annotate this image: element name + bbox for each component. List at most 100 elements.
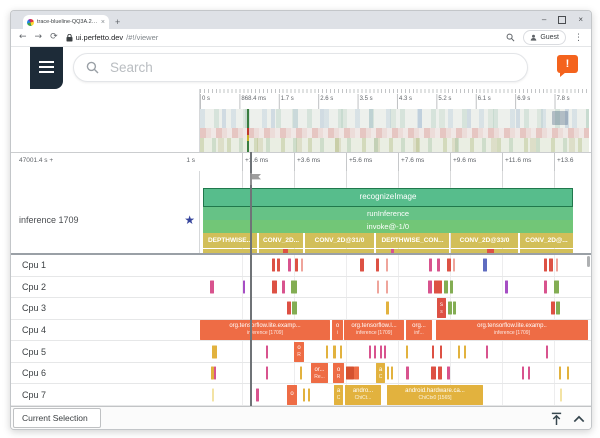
cpu-track-timeline[interactable] (200, 255, 589, 276)
cpu-slice[interactable] (447, 258, 451, 272)
cpu-slice[interactable] (434, 280, 442, 294)
cpu-slice[interactable] (360, 258, 364, 272)
cpu-slice[interactable] (326, 345, 328, 359)
cpu-track-timeline[interactable]: org.tensorflow.lite.examp... inference [1… (200, 319, 589, 341)
cpu-slice[interactable] (272, 258, 275, 272)
cpu-slice[interactable] (346, 366, 354, 380)
cpu-slice[interactable] (448, 301, 452, 315)
partial-slice[interactable] (376, 249, 449, 253)
cpu-track-label[interactable]: Cpu 4 (11, 319, 200, 341)
marker-row[interactable] (200, 171, 589, 187)
partial-slice[interactable] (283, 249, 288, 253)
scrollbar-thumb[interactable] (587, 256, 590, 267)
search-box[interactable] (73, 53, 528, 82)
cpu-slice[interactable] (556, 258, 558, 272)
cpu-slice[interactable]: andro... ChiCt... (345, 384, 381, 405)
cpu-slice[interactable] (551, 301, 555, 315)
cpu-slice[interactable] (386, 301, 389, 315)
cpu-slice[interactable] (556, 301, 560, 315)
feedback-button[interactable]: ! (557, 55, 578, 77)
cpu-slice[interactable] (288, 258, 291, 272)
address-search-icon[interactable] (506, 33, 515, 42)
cpu-slice[interactable] (354, 366, 359, 380)
slice-recognizeimage[interactable]: recognizeImage (203, 188, 573, 207)
cpu-slice[interactable] (377, 280, 379, 294)
cpu-slice[interactable] (522, 366, 524, 380)
cpu-slice[interactable] (214, 366, 216, 380)
cpu-slice[interactable] (340, 345, 342, 359)
cpu-slice[interactable] (212, 388, 214, 402)
tab-close-icon[interactable]: × (100, 18, 105, 26)
cpu-slice[interactable] (384, 345, 386, 359)
slice-invoke[interactable]: invoke@-1/0 (203, 220, 573, 233)
conv-slice[interactable]: DEPTHWISE_CON... (376, 233, 449, 248)
sidebar-menu-button[interactable] (30, 47, 63, 89)
cpu-slice[interactable] (559, 366, 561, 380)
cpu-slice[interactable] (287, 301, 291, 315)
conv-slice[interactable]: CONV_2D... (259, 233, 303, 248)
window-close-button[interactable]: × (578, 15, 583, 24)
cpu-slice[interactable] (295, 258, 298, 272)
selection-marker-line[interactable] (250, 152, 252, 406)
cpu-slice[interactable] (453, 258, 455, 272)
cpu-slice[interactable] (272, 280, 277, 294)
conv-slice[interactable]: DEPTHWISE... (203, 233, 257, 248)
cpu-track-timeline[interactable] (200, 276, 589, 298)
cpu-slice[interactable] (544, 280, 547, 294)
pin-star-icon[interactable]: ★ (184, 213, 195, 227)
cpu-slice[interactable] (212, 345, 217, 359)
timeline-overview-map[interactable] (200, 109, 589, 152)
cpu-slice[interactable]: o (287, 384, 297, 405)
cpu-slice[interactable] (386, 280, 388, 294)
partial-slice[interactable] (259, 249, 303, 253)
cpu-slice[interactable] (333, 345, 336, 359)
cpu-slice[interactable] (300, 366, 302, 380)
cpu-slice[interactable] (486, 345, 488, 359)
cpu-slice[interactable] (429, 258, 432, 272)
cpu-slice[interactable] (303, 388, 305, 402)
cpu-slice[interactable] (567, 366, 569, 380)
cpu-slice[interactable] (369, 345, 371, 359)
cpu-slice[interactable] (549, 258, 553, 272)
cpu-slice[interactable] (387, 366, 389, 380)
cpu-slice[interactable] (544, 258, 547, 272)
current-selection-tab[interactable]: Current Selection (13, 408, 101, 428)
cpu-slice[interactable] (282, 280, 285, 294)
url-field[interactable]: ui.perfetto.dev/#!/viewer (66, 33, 499, 42)
forward-icon[interactable]: → (34, 32, 43, 42)
cpu-slice[interactable] (256, 388, 259, 402)
cpu-slice[interactable] (406, 366, 409, 380)
cpu-slice[interactable] (546, 345, 548, 359)
cpu-slice[interactable] (483, 258, 487, 272)
cpu-track-label[interactable]: Cpu 6 (11, 362, 200, 384)
detail-ruler[interactable]: 47001.4 s + 1 s +1.6 ms +3.6 ms +5.6 ms +7.… (11, 152, 591, 172)
cpu-slice[interactable] (292, 301, 297, 315)
cpu-slice[interactable] (406, 345, 408, 359)
window-minimize-button[interactable]: – (541, 15, 547, 24)
cpu-slice[interactable]: org.tensorflow.lite.examp... inference [1… (200, 319, 330, 340)
conv-slice[interactable]: CONV_2D@33/0 (451, 233, 518, 248)
cpu-slice[interactable] (210, 280, 214, 294)
cpu-track-timeline[interactable]: or... Re... o R a C (200, 362, 589, 384)
cpu-track-label[interactable]: Cpu 7 (11, 384, 200, 405)
cpu-track-label[interactable]: Cpu 1 (11, 255, 200, 276)
cpu-slice[interactable] (458, 345, 460, 359)
cpu-slice[interactable] (386, 258, 388, 272)
cpu-track-label[interactable]: Cpu 2 (11, 276, 200, 298)
browser-tab[interactable]: trace-blueline-QQ3A.200805 × (23, 15, 109, 29)
window-maximize-button[interactable] (558, 16, 567, 24)
cpu-slice[interactable]: android.hardware.ca... ChiCtx0 [1565] (387, 384, 483, 405)
partial-slice[interactable] (203, 249, 257, 253)
cpu-slice[interactable] (291, 280, 297, 294)
cpu-slice[interactable] (444, 280, 448, 294)
partial-slice[interactable] (451, 249, 518, 253)
reload-icon[interactable]: ⟳ (50, 32, 58, 42)
partial-slice[interactable] (487, 249, 494, 253)
cpu-slice[interactable] (308, 388, 310, 402)
conv-slice[interactable]: CONV_2D@... (520, 233, 573, 248)
cpu-slice[interactable] (428, 280, 432, 294)
